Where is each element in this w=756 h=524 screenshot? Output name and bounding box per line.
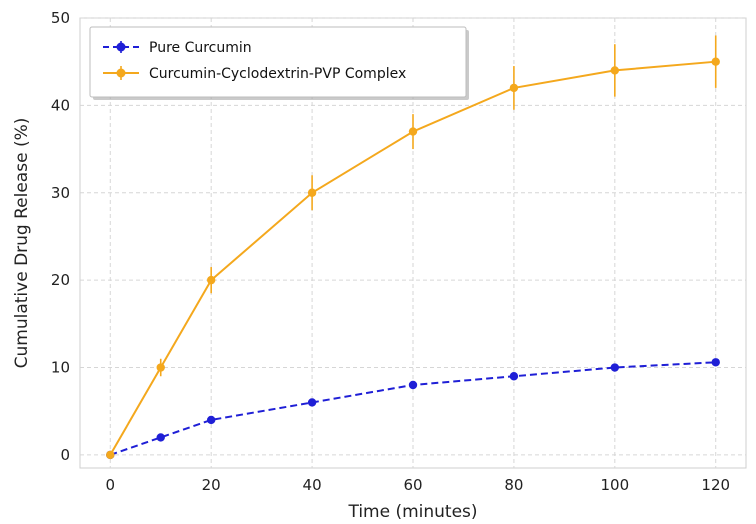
y-axis-label: Cumulative Drug Release (%) xyxy=(12,118,32,369)
data-point xyxy=(206,275,216,285)
series-group xyxy=(106,35,720,460)
x-tick-label: 120 xyxy=(701,476,730,494)
x-tick-label: 0 xyxy=(105,476,115,494)
legend-marker-complex xyxy=(116,68,126,78)
y-tick-label: 40 xyxy=(51,96,70,114)
y-tick-labels: 0 10 20 30 40 50 xyxy=(51,9,70,464)
series-complex xyxy=(106,35,720,460)
data-point xyxy=(307,188,317,197)
data-point xyxy=(156,433,165,442)
legend-marker-pure-curcumin xyxy=(116,42,126,52)
legend: Pure Curcumin Curcumin-Cyclodextrin-PVP … xyxy=(89,26,469,100)
data-point xyxy=(408,380,418,390)
legend-label-pure-curcumin: Pure Curcumin xyxy=(149,40,252,56)
x-tick-label: 60 xyxy=(403,476,422,494)
data-point xyxy=(156,363,165,372)
legend-label-complex: Curcumin-Cyclodextrin-PVP Complex xyxy=(149,66,406,82)
y-tick-label: 20 xyxy=(51,271,70,289)
data-point xyxy=(408,127,418,136)
y-tick-label: 30 xyxy=(51,184,70,202)
data-point xyxy=(106,450,115,460)
y-tick-label: 50 xyxy=(51,9,70,27)
x-tick-label: 20 xyxy=(202,476,221,494)
series-line xyxy=(109,60,716,456)
x-tick-labels: 0 20 40 60 80 100 120 xyxy=(105,476,730,494)
data-point xyxy=(206,415,216,425)
series-line xyxy=(109,361,716,456)
y-tick-label: 10 xyxy=(51,359,70,377)
grid xyxy=(80,17,746,468)
x-tick-label: 100 xyxy=(600,476,629,494)
x-tick-label: 40 xyxy=(303,476,322,494)
data-point xyxy=(509,83,519,93)
legend-box xyxy=(89,26,467,98)
data-point xyxy=(509,372,519,381)
x-tick-label: 80 xyxy=(504,476,523,494)
data-point xyxy=(307,398,317,407)
data-point xyxy=(610,66,620,75)
y-tick-label: 0 xyxy=(60,446,70,464)
x-axis-label: Time (minutes) xyxy=(347,502,477,522)
data-point xyxy=(610,363,620,372)
data-point xyxy=(711,358,720,367)
data-point xyxy=(711,57,720,66)
